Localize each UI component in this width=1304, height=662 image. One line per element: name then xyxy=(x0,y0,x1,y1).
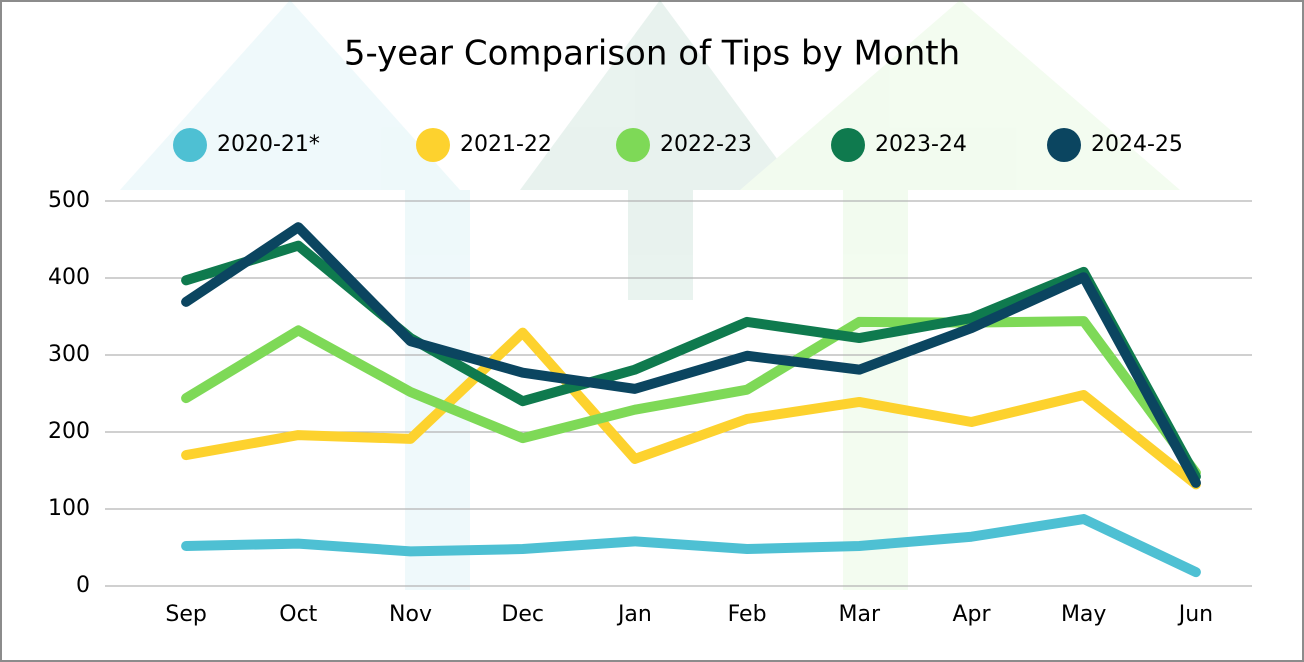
x-tick-label: Feb xyxy=(728,602,767,627)
x-tick-label: Mar xyxy=(839,602,881,627)
x-tick-label: Sep xyxy=(165,602,206,627)
legend-label: 2023-24 xyxy=(875,132,967,157)
legend-swatch xyxy=(616,128,650,162)
legend-label: 2022-23 xyxy=(660,132,752,157)
y-tick-label: 100 xyxy=(48,496,90,521)
legend-swatch xyxy=(831,128,865,162)
legend-label: 2021-22 xyxy=(460,132,552,157)
x-tick-label: Oct xyxy=(279,602,317,627)
y-tick-label: 300 xyxy=(48,342,90,367)
x-tick-label: Nov xyxy=(389,602,432,627)
series-line xyxy=(181,514,1201,578)
chart-title: 5-year Comparison of Tips by Month xyxy=(344,34,960,74)
legend-label: 2020-21* xyxy=(217,132,320,157)
series-line xyxy=(181,316,1201,478)
legend-swatch xyxy=(416,128,450,162)
x-tick-label: Dec xyxy=(501,602,544,627)
x-tick-label: Jan xyxy=(616,602,652,627)
series-line xyxy=(181,222,1201,488)
y-tick-label: 200 xyxy=(48,419,90,444)
legend-swatch xyxy=(1047,128,1081,162)
series-line xyxy=(181,327,1201,490)
series-line xyxy=(181,240,1201,482)
y-tick-label: 0 xyxy=(76,573,90,598)
legend-label: 2024-25 xyxy=(1091,132,1183,157)
x-tick-label: Apr xyxy=(952,602,991,627)
y-tick-label: 400 xyxy=(48,265,90,290)
x-tick-label: May xyxy=(1061,602,1106,627)
x-tick-label: Jun xyxy=(1177,602,1213,627)
legend-swatch xyxy=(173,128,207,162)
y-tick-label: 500 xyxy=(48,188,90,213)
